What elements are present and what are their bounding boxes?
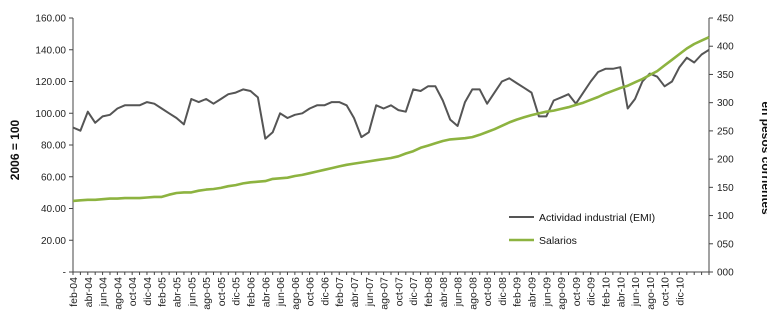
x-tick-label: feb-05 [157,277,169,307]
x-tick-label: oct-08 [482,277,494,306]
left-axis-ticks: - 20.00 40.00 60.00 80.00 100.00 120.00 140.00 1… [35,14,73,279]
right-tick-label: 300 [717,98,734,109]
left-tick-label: 100.00 [35,109,66,120]
x-tick-label: oct-06 [305,277,317,306]
right-tick-label: 200 [717,155,734,166]
left-tick-label: 140.00 [35,45,66,56]
legend-label-emi: Actividad industrial (EMI) [539,212,655,224]
x-tick-label: ago-05 [201,277,213,310]
series-line-salarios [72,36,710,203]
x-tick-label: ago-06 [290,277,302,310]
x-tick-label: ago-08 [467,277,479,310]
x-tick-label: oct-07 [393,277,405,306]
right-tick-label: 400 [717,42,734,53]
x-tick-label: abr-09 [527,277,539,308]
left-tick-label: 40.00 [41,204,66,215]
left-tick-label: 160.00 [35,14,66,25]
left-tick-label: - [63,268,66,279]
left-tick-label: 80.00 [41,141,66,152]
legend: Actividad industrial (EMI) Salarios [509,212,655,247]
x-tick-label: dic-09 [586,277,598,306]
legend-label-salarios: Salarios [539,235,577,247]
x-tick-label: oct-09 [571,277,583,306]
x-tick-label: feb-09 [512,277,524,307]
right-axis-ticks: 000 050 100 150 200 250 300 350 400 450 [709,14,734,279]
x-tick-label: ago-10 [645,277,657,310]
x-tick-label: jun-06 [275,277,287,307]
left-tick-label: 60.00 [41,172,66,183]
x-tick-label: dic-08 [497,277,509,306]
x-tick-label: dic-05 [231,277,243,306]
x-tick-label: jun-04 [98,277,110,307]
x-axis-ticks: feb-04 abr-04 jun-04 ago-04 oct-04 dic-04 feb-… [68,272,710,310]
left-axis-title: 2006 = 100 [8,119,22,180]
x-tick-label: ago-04 [112,277,124,310]
x-tick-label: abr-07 [349,277,361,308]
x-tick-label: dic-04 [142,277,154,306]
x-tick-label: jun-09 [541,277,553,307]
x-tick-label: jun-10 [630,277,642,307]
x-tick-label: feb-06 [245,277,257,307]
series-layer [72,36,710,203]
left-tick-label: 120.00 [35,77,66,88]
right-axis-title: en pesos corrientes [759,101,767,215]
right-tick-label: 150 [717,183,734,194]
series-line-actividad-industrial [72,48,710,140]
x-tick-label: ago-09 [556,277,568,310]
x-tick-label: abr-06 [260,277,272,308]
x-tick-label: abr-04 [83,277,95,308]
x-tick-label: dic-07 [408,277,420,306]
x-tick-label: jun-07 [364,277,376,307]
x-tick-label: feb-10 [600,277,612,307]
x-tick-label: abr-10 [615,277,627,308]
right-tick-label: 100 [717,211,734,222]
x-tick-label: jun-08 [453,277,465,307]
x-tick-label: oct-05 [216,277,228,306]
right-tick-label: 250 [717,126,734,137]
right-tick-label: 050 [717,239,734,250]
left-tick-label: 20.00 [41,236,66,247]
x-tick-label: abr-08 [438,277,450,308]
right-tick-label: 350 [717,70,734,81]
x-tick-label: feb-04 [68,277,80,307]
x-tick-label: dic-06 [319,277,331,306]
x-tick-label: feb-08 [423,277,435,307]
x-tick-label: oct-04 [127,277,139,306]
x-tick-label: feb-07 [334,277,346,307]
right-tick-label: 450 [717,14,734,25]
x-tick-label: jun-05 [186,277,198,307]
right-tick-label: 000 [717,268,734,279]
x-tick-label: abr-05 [172,277,184,308]
x-tick-label: dic-10 [674,277,686,306]
x-tick-label: oct-10 [660,277,672,306]
x-tick-label: ago-07 [379,277,391,310]
